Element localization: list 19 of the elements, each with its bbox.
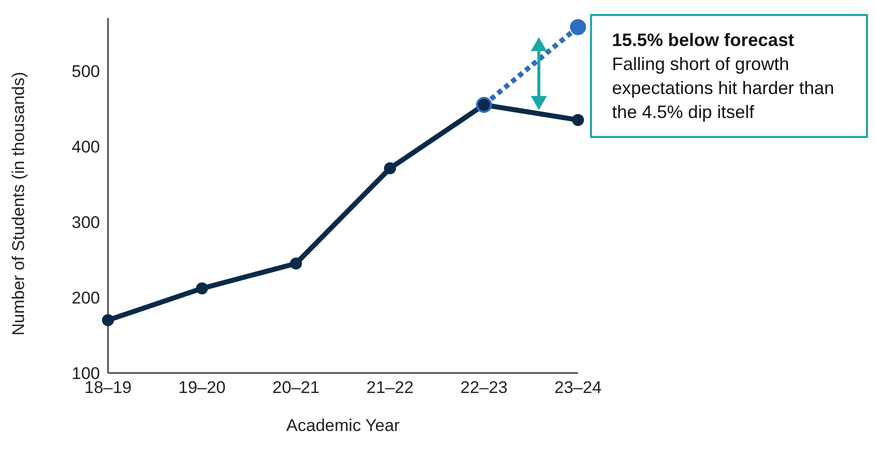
x-tick-label: 23–24 bbox=[554, 378, 602, 398]
y-axis-title: Number of Students (in thousands) bbox=[9, 72, 28, 336]
point bbox=[102, 314, 114, 326]
x-tick-label: 19–20 bbox=[178, 378, 226, 398]
point bbox=[572, 114, 584, 126]
x-tick-label: 22–23 bbox=[460, 378, 508, 398]
x-tick-label: 20–21 bbox=[272, 378, 320, 398]
point bbox=[570, 19, 586, 36]
point bbox=[196, 282, 208, 294]
y-tick-label: 500 bbox=[72, 62, 100, 81]
y-tick-label: 400 bbox=[72, 137, 100, 156]
y-tick-label: 300 bbox=[72, 212, 100, 232]
x-axis-title: Academic Year bbox=[286, 416, 400, 435]
x-tick-label: 21–22 bbox=[366, 378, 414, 398]
callout-box: 15.5% below forecast Falling short of growth expectations hit harder than the 4.5% dip itself bbox=[590, 14, 868, 138]
point bbox=[290, 257, 302, 270]
x-tick-label: 18–19 bbox=[84, 378, 132, 398]
point bbox=[384, 162, 396, 174]
y-tick-label: 200 bbox=[72, 288, 100, 308]
